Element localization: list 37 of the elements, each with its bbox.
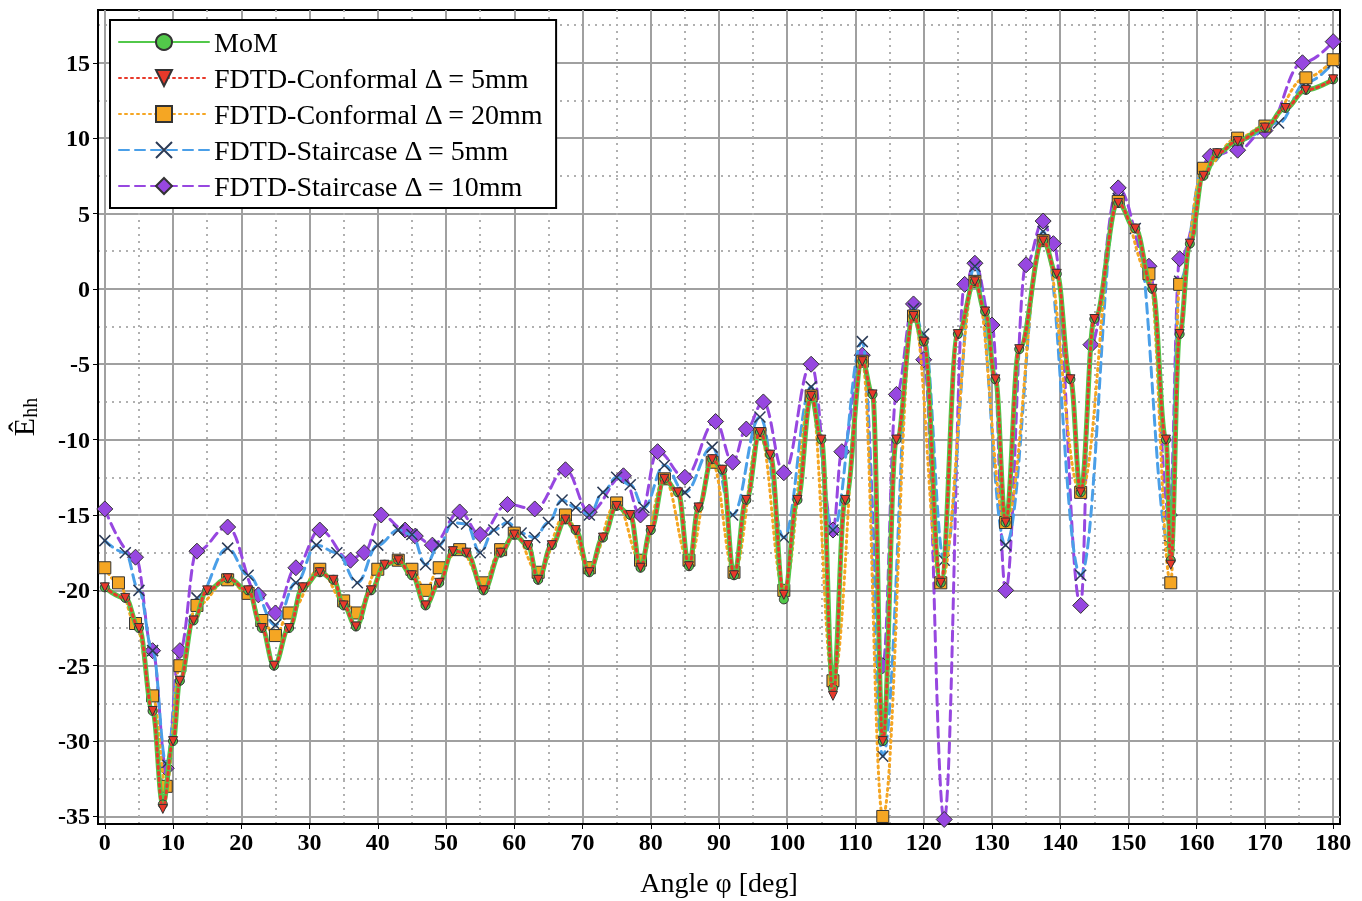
- x-tick-label: 100: [769, 829, 806, 855]
- x-tick-label: 160: [1178, 829, 1215, 855]
- y-tick-label: -10: [58, 426, 90, 453]
- x-tick-label: 10: [161, 829, 186, 855]
- x-tick-label: 70: [570, 829, 595, 855]
- x-tick-label: 120: [905, 829, 942, 855]
- x-tick-label: 80: [638, 829, 663, 855]
- x-tick-label: 150: [1110, 829, 1147, 855]
- y-tick-label: -25: [58, 652, 90, 679]
- x-tick-label: 170: [1246, 829, 1283, 855]
- x-tick-label: 0: [98, 829, 111, 855]
- y-tick-label: -30: [58, 728, 90, 755]
- x-tick-label: 90: [707, 829, 731, 855]
- x-axis-title: Angle φ [deg]: [640, 866, 798, 898]
- y-tick-label: -35: [58, 803, 90, 830]
- legend-label: FDTD-Conformal Δ = 5mm: [214, 62, 529, 94]
- x-tick-label: 110: [838, 829, 873, 855]
- y-tick-label: 10: [66, 125, 90, 152]
- x-tick-label: 60: [502, 829, 527, 855]
- x-tick-label: 180: [1315, 829, 1352, 855]
- legend-label: MoM: [214, 26, 278, 58]
- legend-label: FDTD-Conformal Δ = 20mm: [214, 98, 543, 130]
- y-tick-label: -15: [58, 501, 90, 528]
- y-tick-label: 5: [78, 200, 90, 227]
- legend-label: FDTD-Staircase Δ = 5mm: [214, 134, 509, 166]
- x-tick-label: 140: [1042, 829, 1079, 855]
- x-tick-label: 20: [229, 829, 254, 855]
- legend-label: FDTD-Staircase Δ = 10mm: [214, 170, 523, 202]
- y-axis-title: Êhh: [6, 397, 41, 437]
- x-tick-label: 30: [297, 829, 322, 855]
- y-tick-label: -5: [70, 351, 90, 378]
- y-tick-label: -20: [58, 577, 90, 604]
- x-tick-label: 40: [365, 829, 390, 855]
- y-tick-label: 0: [78, 275, 90, 302]
- x-tick-label: 130: [973, 829, 1010, 855]
- x-tick-label: 50: [434, 829, 459, 855]
- y-tick-label: 15: [66, 49, 90, 76]
